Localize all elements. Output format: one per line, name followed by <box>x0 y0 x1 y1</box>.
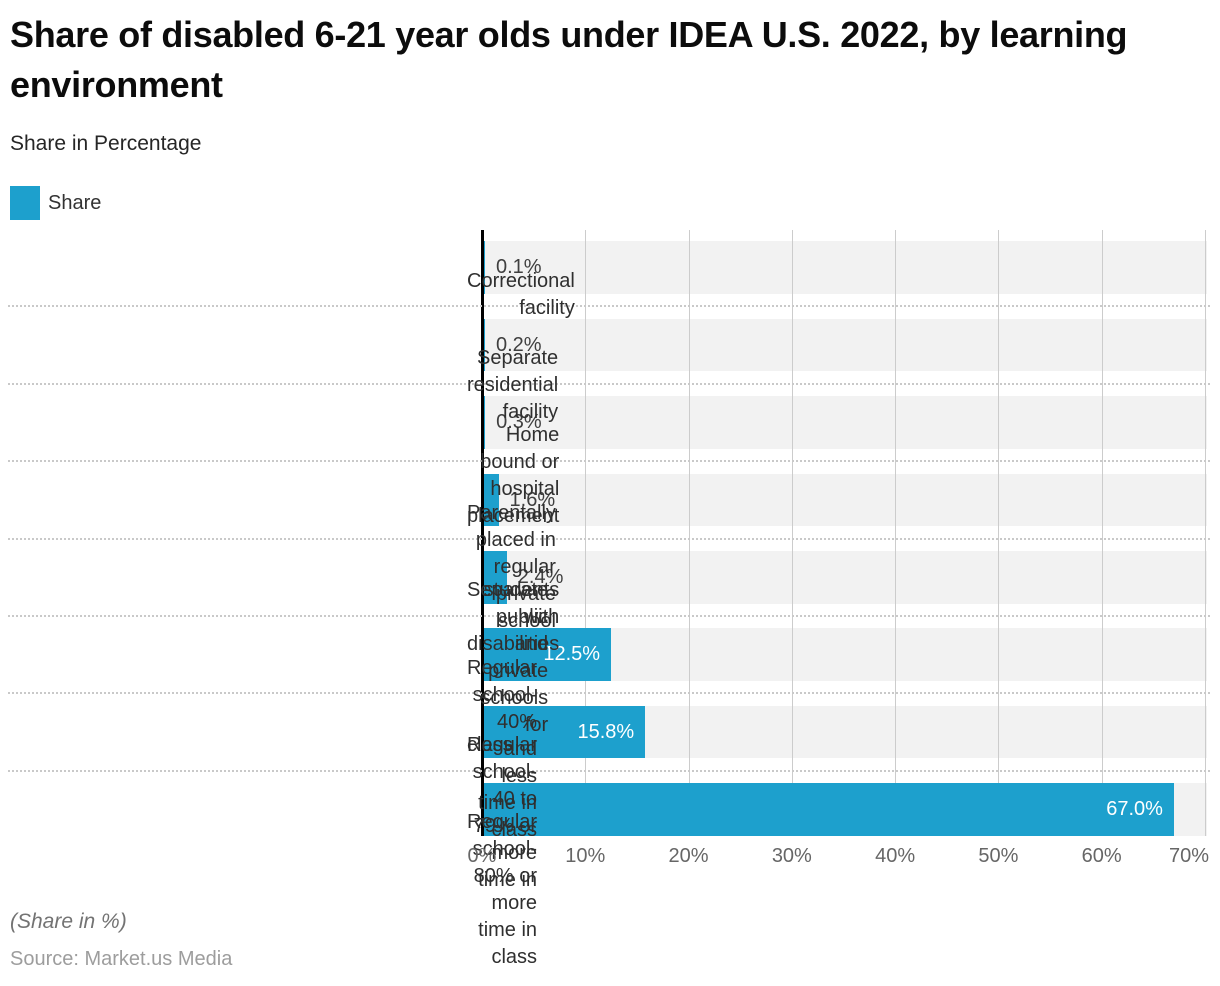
x-tick-label: 70% <box>1168 845 1209 867</box>
bar <box>484 318 485 372</box>
gridline <box>895 230 896 836</box>
gridline <box>1205 230 1206 836</box>
value-label: 2.4% <box>517 566 564 589</box>
row-band <box>484 241 1207 294</box>
row-band <box>484 318 1207 372</box>
bar <box>484 241 485 294</box>
value-label: 0.2% <box>496 333 542 356</box>
value-label: 67.0% <box>1106 798 1163 821</box>
y-axis-line <box>480 230 484 836</box>
gridline <box>998 230 999 836</box>
bar <box>484 551 507 604</box>
x-tick-label: 30% <box>771 845 812 867</box>
row-separator <box>8 382 1210 385</box>
category-label: Regular school- 80% or more time in clas… <box>467 811 538 969</box>
row-band <box>484 473 1207 527</box>
chart-subtitle: Share in Percentage <box>10 132 202 155</box>
x-tick-label: 20% <box>668 845 709 867</box>
row-separator <box>8 537 1210 540</box>
value-label: 0.1% <box>496 256 542 279</box>
category-label: Separate residential facility <box>467 347 559 424</box>
x-tick-label: 60% <box>1081 845 1122 867</box>
x-tick-label: 40% <box>875 845 916 867</box>
row-separator <box>8 305 1210 308</box>
chart-title: Share of disabled 6-21 year olds under I… <box>10 14 1128 105</box>
row-separator <box>8 615 1210 617</box>
source-credit: Source: Market.us Media <box>10 948 233 970</box>
category-label: Regular school- 40 to 79% or more time i… <box>467 734 538 892</box>
bar <box>484 396 486 449</box>
category-label: Separate public and private schools for s… <box>467 579 560 737</box>
value-label: 1.6% <box>509 488 556 511</box>
row-separator <box>8 460 1210 463</box>
category-label: Regular school- 40% and less time in cla… <box>467 656 538 841</box>
bar <box>484 473 499 527</box>
row-band <box>484 396 1207 449</box>
category-label: Home bound or hospital placement <box>467 424 560 528</box>
legend-label: Share <box>48 191 102 214</box>
category-label: Parentally placed in regular private sch… <box>467 501 556 632</box>
x-tick-label: 10% <box>565 845 606 867</box>
gridline <box>585 230 586 836</box>
value-label: 0.3% <box>496 411 542 434</box>
x-tick-label: 0% <box>467 845 497 867</box>
value-label: 12.5% <box>543 643 601 666</box>
x-tick-label: 50% <box>978 845 1019 867</box>
row-separator <box>8 692 1210 695</box>
gridline <box>1102 230 1103 836</box>
category-label: Correctional facility <box>467 269 575 319</box>
bar <box>484 783 1174 836</box>
bar <box>484 628 612 681</box>
chart-footnote: (Share in %) <box>10 910 127 933</box>
row-band <box>484 551 1207 604</box>
legend: Share <box>10 186 101 220</box>
legend-swatch-icon <box>10 186 40 220</box>
gridline <box>792 230 793 836</box>
value-label: 15.8% <box>577 720 635 743</box>
row-separator <box>8 769 1210 772</box>
gridline <box>689 230 690 836</box>
bar <box>484 705 646 759</box>
